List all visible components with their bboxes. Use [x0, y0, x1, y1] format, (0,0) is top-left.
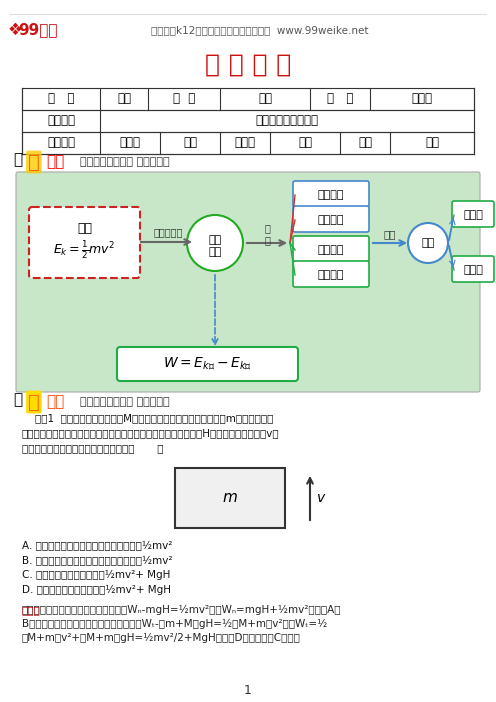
- FancyBboxPatch shape: [452, 256, 494, 282]
- Text: 年   级: 年 级: [48, 93, 74, 105]
- FancyBboxPatch shape: [293, 236, 369, 262]
- Text: 【重点难点易错点 点点贯通】: 【重点难点易错点 点点贯通】: [80, 157, 170, 167]
- Text: 变力做功: 变力做功: [318, 270, 344, 280]
- Text: 付秋花: 付秋花: [235, 136, 255, 150]
- Text: 课 程 信 息: 课 程 信 息: [205, 53, 291, 77]
- Text: 通用版: 通用版: [412, 93, 433, 105]
- Text: 📝: 📝: [13, 392, 22, 407]
- Text: 解密动能和动能定理: 解密动能和动能定理: [255, 114, 318, 128]
- Text: 曲线运动: 曲线运动: [318, 215, 344, 225]
- FancyBboxPatch shape: [293, 261, 369, 287]
- Text: 析: 析: [28, 152, 40, 171]
- FancyBboxPatch shape: [175, 468, 285, 528]
- Text: C. 钢索的拉力所做的功等于½mv²+ MgH: C. 钢索的拉力所做的功等于½mv²+ MgH: [22, 570, 170, 580]
- Text: 定理: 定理: [208, 247, 222, 257]
- Text: 物理: 物理: [258, 93, 272, 105]
- Text: 审核: 审核: [425, 136, 439, 150]
- Text: 一校: 一校: [183, 136, 197, 150]
- Text: D. 钢索的拉力所做的功大于½mv²+ MgH: D. 钢索的拉力所做的功大于½mv²+ MgH: [22, 585, 171, 595]
- Text: 解析：以物体为研究对象，由动能定理Wₙ-mgH=½mv²，即Wₙ=mgH+½mv²，选项A、: 解析：以物体为研究对象，由动能定理Wₙ-mgH=½mv²，即Wₙ=mgH+½mv…: [22, 605, 342, 615]
- Text: 学  科: 学 科: [173, 93, 195, 105]
- Text: 1: 1: [244, 684, 252, 696]
- Text: 例题1  如图所示，电梯质量为M，在它的水平地板上放置一质量为m的物体，电梯: 例题1 如图所示，电梯质量为M，在它的水平地板上放置一质量为m的物体，电梯: [22, 413, 273, 423]
- Text: v: v: [317, 491, 325, 505]
- Text: 中国专注k12在线教育的优质内容提供商  www.99weike.net: 中国专注k12在线教育的优质内容提供商 www.99weike.net: [151, 25, 369, 35]
- Text: 则在这个过程中，以下说法中正确的是（       ）: 则在这个过程中，以下说法中正确的是（ ）: [22, 443, 164, 453]
- Text: $E_k = \frac{1}{2}mv^2$: $E_k = \frac{1}{2}mv^2$: [53, 239, 116, 261]
- Text: ❖: ❖: [7, 21, 22, 39]
- Text: B错误；以系统为研究对象，由动能定理：Wₜ-（m+M）gH=½（M+m）v²，即Wₜ=½: B错误；以系统为研究对象，由动能定理：Wₜ-（m+M）gH=½（M+m）v²，即…: [22, 619, 327, 629]
- Circle shape: [187, 215, 243, 271]
- Text: 考点: 考点: [46, 154, 64, 169]
- Text: $W = E_{k末} - E_{k初}$: $W = E_{k末} - E_{k初}$: [163, 356, 251, 372]
- Text: 适
用: 适 用: [264, 223, 270, 245]
- Text: 庞利成: 庞利成: [120, 136, 140, 150]
- Text: 黄楠: 黄楠: [358, 136, 372, 150]
- Text: B. 电梯地板对物体的支持力所做的功小于½mv²: B. 电梯地板对物体的支持力所做的功小于½mv²: [22, 555, 173, 565]
- Text: 高一: 高一: [117, 93, 131, 105]
- Text: 99微课: 99微课: [18, 22, 58, 37]
- Circle shape: [408, 223, 448, 263]
- Text: 课程标题: 课程标题: [47, 114, 75, 128]
- Text: 解题: 解题: [46, 395, 64, 409]
- FancyBboxPatch shape: [452, 201, 494, 227]
- Text: A. 电梯地板对物体的支持力所做的功等于½mv²: A. 电梯地板对物体的支持力所做的功等于½mv²: [22, 540, 173, 550]
- Text: 二校: 二校: [298, 136, 312, 150]
- Text: 解析：: 解析：: [22, 605, 41, 615]
- Text: 多力做功: 多力做功: [318, 245, 344, 255]
- FancyBboxPatch shape: [293, 181, 369, 207]
- Text: 方法: 方法: [422, 238, 434, 248]
- Text: （M+m）v²+（M+m）gH=½mv²/2+MgH，选项D正确，选项C错误。: （M+m）v²+（M+m）gH=½mv²/2+MgH，选项D正确，选项C错误。: [22, 633, 301, 643]
- FancyBboxPatch shape: [29, 207, 140, 278]
- Text: 直线运动: 直线运动: [318, 190, 344, 200]
- Text: 版   本: 版 本: [327, 93, 353, 105]
- Text: 合外力做功: 合外力做功: [153, 227, 183, 237]
- Text: 📚: 📚: [13, 152, 22, 168]
- Text: m: m: [223, 491, 238, 505]
- Text: 分阶段: 分阶段: [463, 210, 483, 220]
- Text: 巧: 巧: [28, 392, 40, 411]
- Text: 动能: 动能: [77, 222, 92, 234]
- Text: 【真题臻题名校题 题题经典】: 【真题臻题名校题 题题经典】: [80, 397, 170, 407]
- Text: 动能: 动能: [208, 235, 222, 245]
- FancyBboxPatch shape: [293, 206, 369, 232]
- FancyBboxPatch shape: [16, 172, 480, 392]
- Text: 编稿老师: 编稿老师: [47, 136, 75, 150]
- Text: 全过程: 全过程: [463, 265, 483, 275]
- Text: 在钢索的拉力作用下由静止开始竖直向上加速运动，当上升高度为H时，电梯的速度达到v，: 在钢索的拉力作用下由静止开始竖直向上加速运动，当上升高度为H时，电梯的速度达到v…: [22, 428, 280, 438]
- Text: 方法: 方法: [384, 229, 396, 239]
- FancyBboxPatch shape: [117, 347, 298, 381]
